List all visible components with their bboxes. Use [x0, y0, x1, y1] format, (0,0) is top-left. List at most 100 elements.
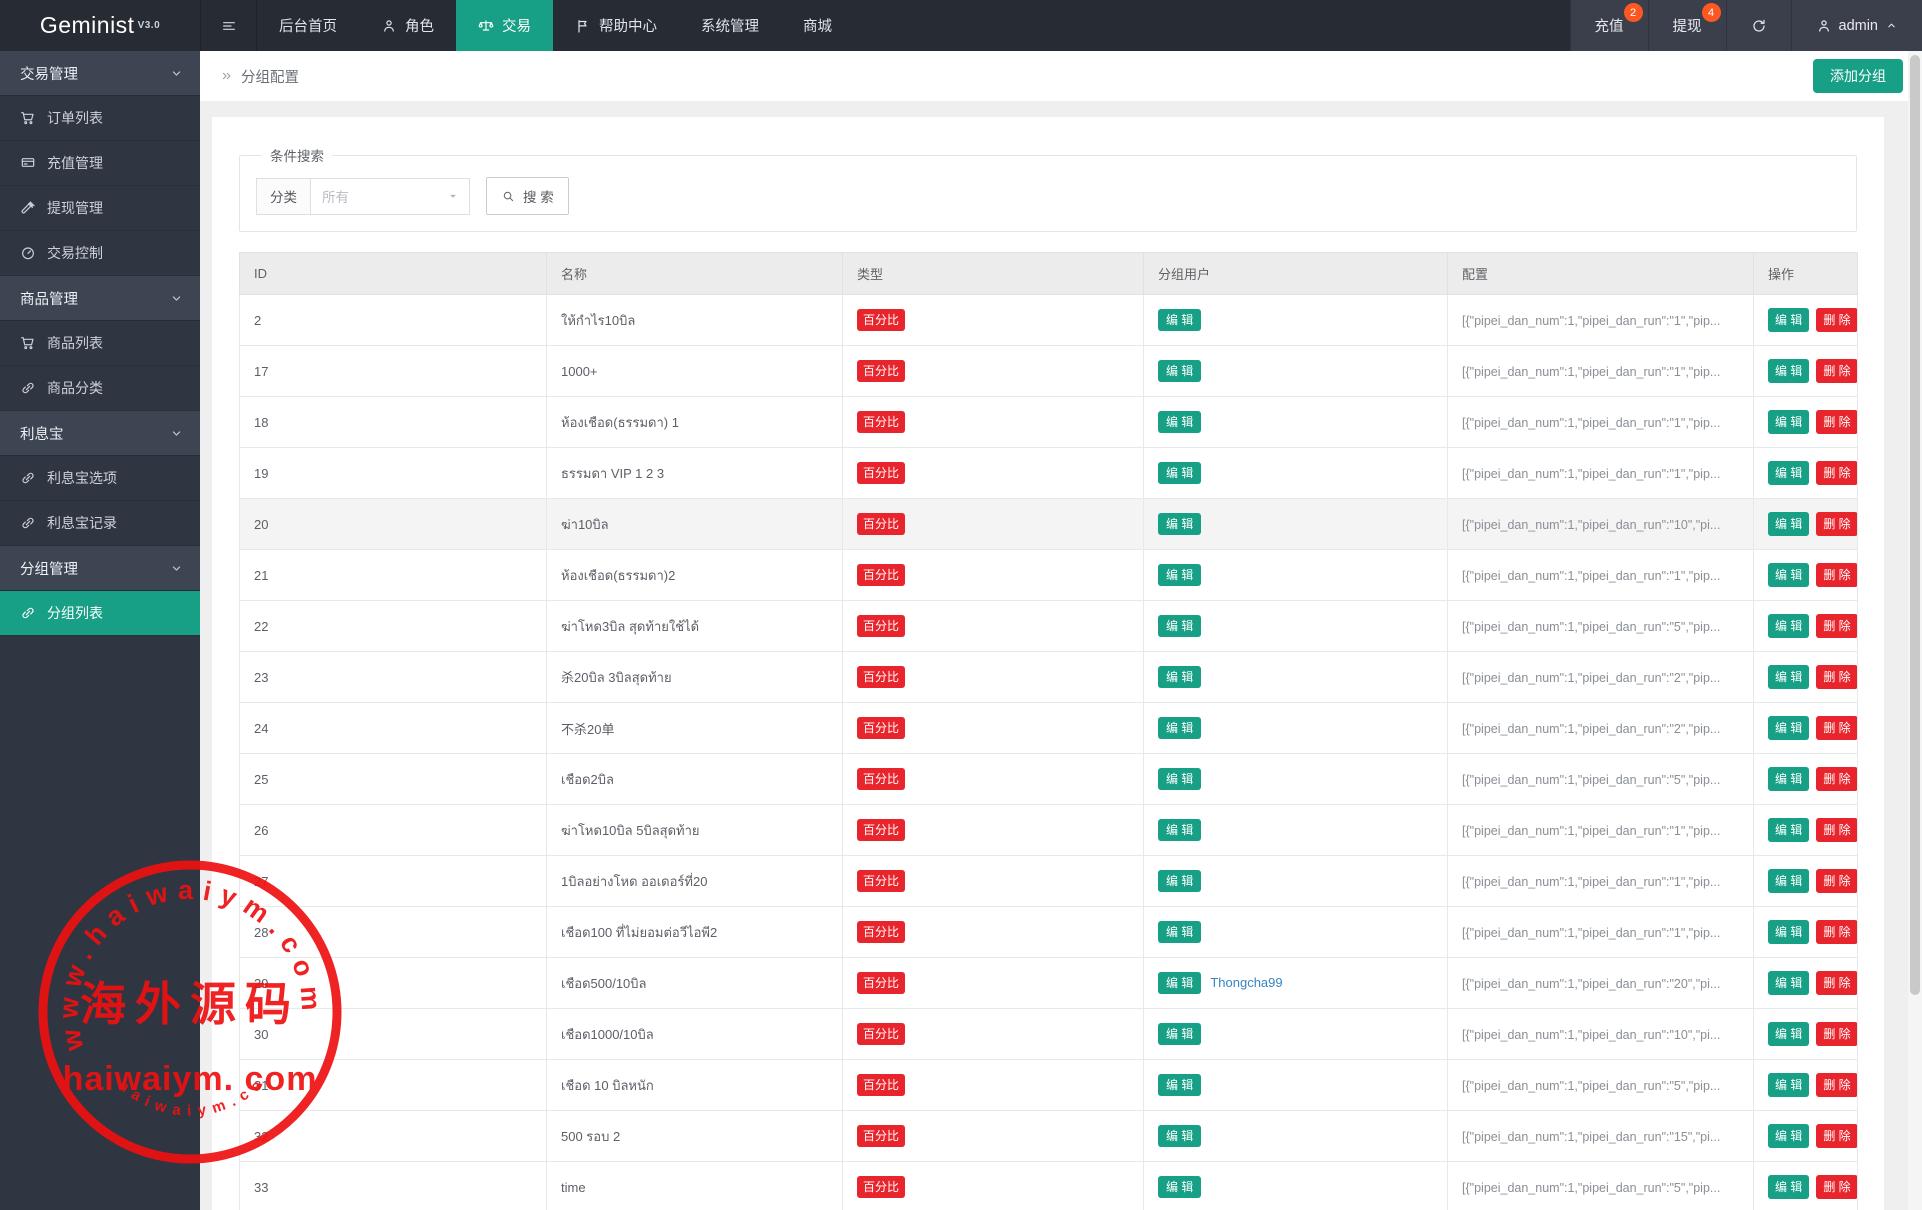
group-user-edit-button[interactable]: 编 辑	[1158, 870, 1201, 892]
group-user-edit-button[interactable]: 编 辑	[1158, 615, 1201, 637]
cell-config: [{"pipei_dan_num":1,"pipei_dan_run":"15"…	[1448, 1111, 1754, 1162]
row-delete-button[interactable]: 删 除	[1816, 1124, 1857, 1148]
row-edit-button[interactable]: 编 辑	[1768, 1175, 1809, 1199]
nav-item[interactable]: 交易	[456, 0, 553, 51]
type-badge: 百分比	[857, 972, 905, 994]
sidebar-item[interactable]: 充值管理	[0, 141, 200, 186]
row-edit-button[interactable]: 编 辑	[1768, 665, 1809, 689]
group-user-edit-button[interactable]: 编 辑	[1158, 819, 1201, 841]
add-group-button[interactable]: 添加分组	[1813, 59, 1903, 93]
row-edit-button[interactable]: 编 辑	[1768, 818, 1809, 842]
sidebar-section-header[interactable]: 交易管理	[0, 51, 200, 96]
row-edit-button[interactable]: 编 辑	[1768, 563, 1809, 587]
row-edit-button[interactable]: 编 辑	[1768, 920, 1809, 944]
row-edit-button[interactable]: 编 辑	[1768, 461, 1809, 485]
group-user-edit-button[interactable]: 编 辑	[1158, 1023, 1201, 1045]
row-delete-button[interactable]: 删 除	[1816, 1175, 1857, 1199]
sidebar-item-label: 分组列表	[47, 603, 103, 623]
row-delete-button[interactable]: 删 除	[1816, 461, 1857, 485]
column-header: 分组用户	[1144, 253, 1448, 295]
row-delete-button[interactable]: 删 除	[1816, 563, 1857, 587]
row-edit-button[interactable]: 编 辑	[1768, 308, 1809, 332]
row-delete-button[interactable]: 删 除	[1816, 1022, 1857, 1046]
group-user-edit-button[interactable]: 编 辑	[1158, 1176, 1201, 1198]
cell-config: [{"pipei_dan_num":1,"pipei_dan_run":"5",…	[1448, 1060, 1754, 1111]
cell-type: 百分比	[843, 1009, 1144, 1060]
row-delete-button[interactable]: 删 除	[1816, 920, 1857, 944]
sidebar-item[interactable]: 提现管理	[0, 186, 200, 231]
group-user-edit-button[interactable]: 编 辑	[1158, 411, 1201, 433]
row-delete-button[interactable]: 删 除	[1816, 716, 1857, 740]
chevron-down-icon	[169, 426, 184, 441]
link-icon	[20, 605, 36, 621]
nav-item[interactable]: 帮助中心	[553, 0, 679, 51]
row-delete-button[interactable]: 删 除	[1816, 869, 1857, 893]
group-user-edit-button[interactable]: 编 辑	[1158, 360, 1201, 382]
row-delete-button[interactable]: 删 除	[1816, 512, 1857, 536]
group-user-edit-button[interactable]: 编 辑	[1158, 717, 1201, 739]
nav-item[interactable]: 系统管理	[679, 0, 781, 51]
row-delete-button[interactable]: 删 除	[1816, 359, 1857, 383]
sidebar-item[interactable]: 订单列表	[0, 96, 200, 141]
row-delete-button[interactable]: 删 除	[1816, 614, 1857, 638]
row-edit-button[interactable]: 编 辑	[1768, 716, 1809, 740]
type-badge: 百分比	[857, 564, 905, 586]
gavel-icon	[20, 200, 36, 216]
row-delete-button[interactable]: 删 除	[1816, 818, 1857, 842]
sidebar-item[interactable]: 商品分类	[0, 366, 200, 411]
group-user-edit-button[interactable]: 编 辑	[1158, 921, 1201, 943]
row-delete-button[interactable]: 删 除	[1816, 767, 1857, 791]
row-delete-button[interactable]: 删 除	[1816, 1073, 1857, 1097]
sidebar-item[interactable]: 商品列表	[0, 321, 200, 366]
row-delete-button[interactable]: 删 除	[1816, 308, 1857, 332]
row-edit-button[interactable]: 编 辑	[1768, 869, 1809, 893]
row-edit-button[interactable]: 编 辑	[1768, 1073, 1809, 1097]
group-user-edit-button[interactable]: 编 辑	[1158, 309, 1201, 331]
group-user-edit-button[interactable]: 编 辑	[1158, 513, 1201, 535]
user-menu[interactable]: admin	[1791, 0, 1922, 51]
withdraw-nav-button[interactable]: 提现 4	[1648, 0, 1726, 51]
row-edit-button[interactable]: 编 辑	[1768, 767, 1809, 791]
group-user-edit-button[interactable]: 编 辑	[1158, 1074, 1201, 1096]
group-user-edit-button[interactable]: 编 辑	[1158, 666, 1201, 688]
row-edit-button[interactable]: 编 辑	[1768, 410, 1809, 434]
cell-config: [{"pipei_dan_num":1,"pipei_dan_run":"1",…	[1448, 805, 1754, 856]
vertical-scrollbar[interactable]	[1908, 51, 1922, 1210]
row-edit-button[interactable]: 编 辑	[1768, 512, 1809, 536]
row-edit-button[interactable]: 编 辑	[1768, 1022, 1809, 1046]
cell-id: 32	[240, 1111, 547, 1162]
search-button[interactable]: 搜 索	[486, 177, 569, 215]
sidebar-section-header[interactable]: 商品管理	[0, 276, 200, 321]
sidebar-item[interactable]: 交易控制	[0, 231, 200, 276]
sidebar-toggle-button[interactable]	[200, 0, 257, 51]
sidebar-item[interactable]: 利息宝记录	[0, 501, 200, 546]
nav-menu: 后台首页角色交易帮助中心系统管理商城	[257, 0, 854, 51]
group-user-edit-button[interactable]: 编 辑	[1158, 564, 1201, 586]
group-user-edit-button[interactable]: 编 辑	[1158, 972, 1201, 994]
row-edit-button[interactable]: 编 辑	[1768, 359, 1809, 383]
row-delete-button[interactable]: 删 除	[1816, 410, 1857, 434]
group-user-edit-button[interactable]: 编 辑	[1158, 1125, 1201, 1147]
row-delete-button[interactable]: 删 除	[1816, 971, 1857, 995]
nav-item[interactable]: 商城	[781, 0, 854, 51]
type-badge: 百分比	[857, 615, 905, 637]
sidebar-item[interactable]: 分组列表	[0, 591, 200, 636]
sidebar-section-header[interactable]: 利息宝	[0, 411, 200, 456]
nav-right-group: 充值 2 提现 4 admin	[1570, 0, 1922, 51]
row-edit-button[interactable]: 编 辑	[1768, 971, 1809, 995]
group-user-edit-button[interactable]: 编 辑	[1158, 768, 1201, 790]
scrollbar-thumb[interactable]	[1910, 55, 1920, 995]
sidebar-item[interactable]: 利息宝选项	[0, 456, 200, 501]
nav-item[interactable]: 角色	[359, 0, 456, 51]
row-edit-button[interactable]: 编 辑	[1768, 614, 1809, 638]
refresh-button[interactable]	[1726, 0, 1791, 51]
group-user-link[interactable]: Thongcha99	[1210, 975, 1282, 990]
row-delete-button[interactable]: 删 除	[1816, 665, 1857, 689]
row-edit-button[interactable]: 编 辑	[1768, 1124, 1809, 1148]
cell-name: time	[547, 1162, 843, 1210]
group-user-edit-button[interactable]: 编 辑	[1158, 462, 1201, 484]
recharge-nav-button[interactable]: 充值 2	[1571, 0, 1648, 51]
category-select[interactable]: 所有	[310, 178, 470, 215]
sidebar-section-header[interactable]: 分组管理	[0, 546, 200, 591]
nav-item[interactable]: 后台首页	[257, 0, 359, 51]
